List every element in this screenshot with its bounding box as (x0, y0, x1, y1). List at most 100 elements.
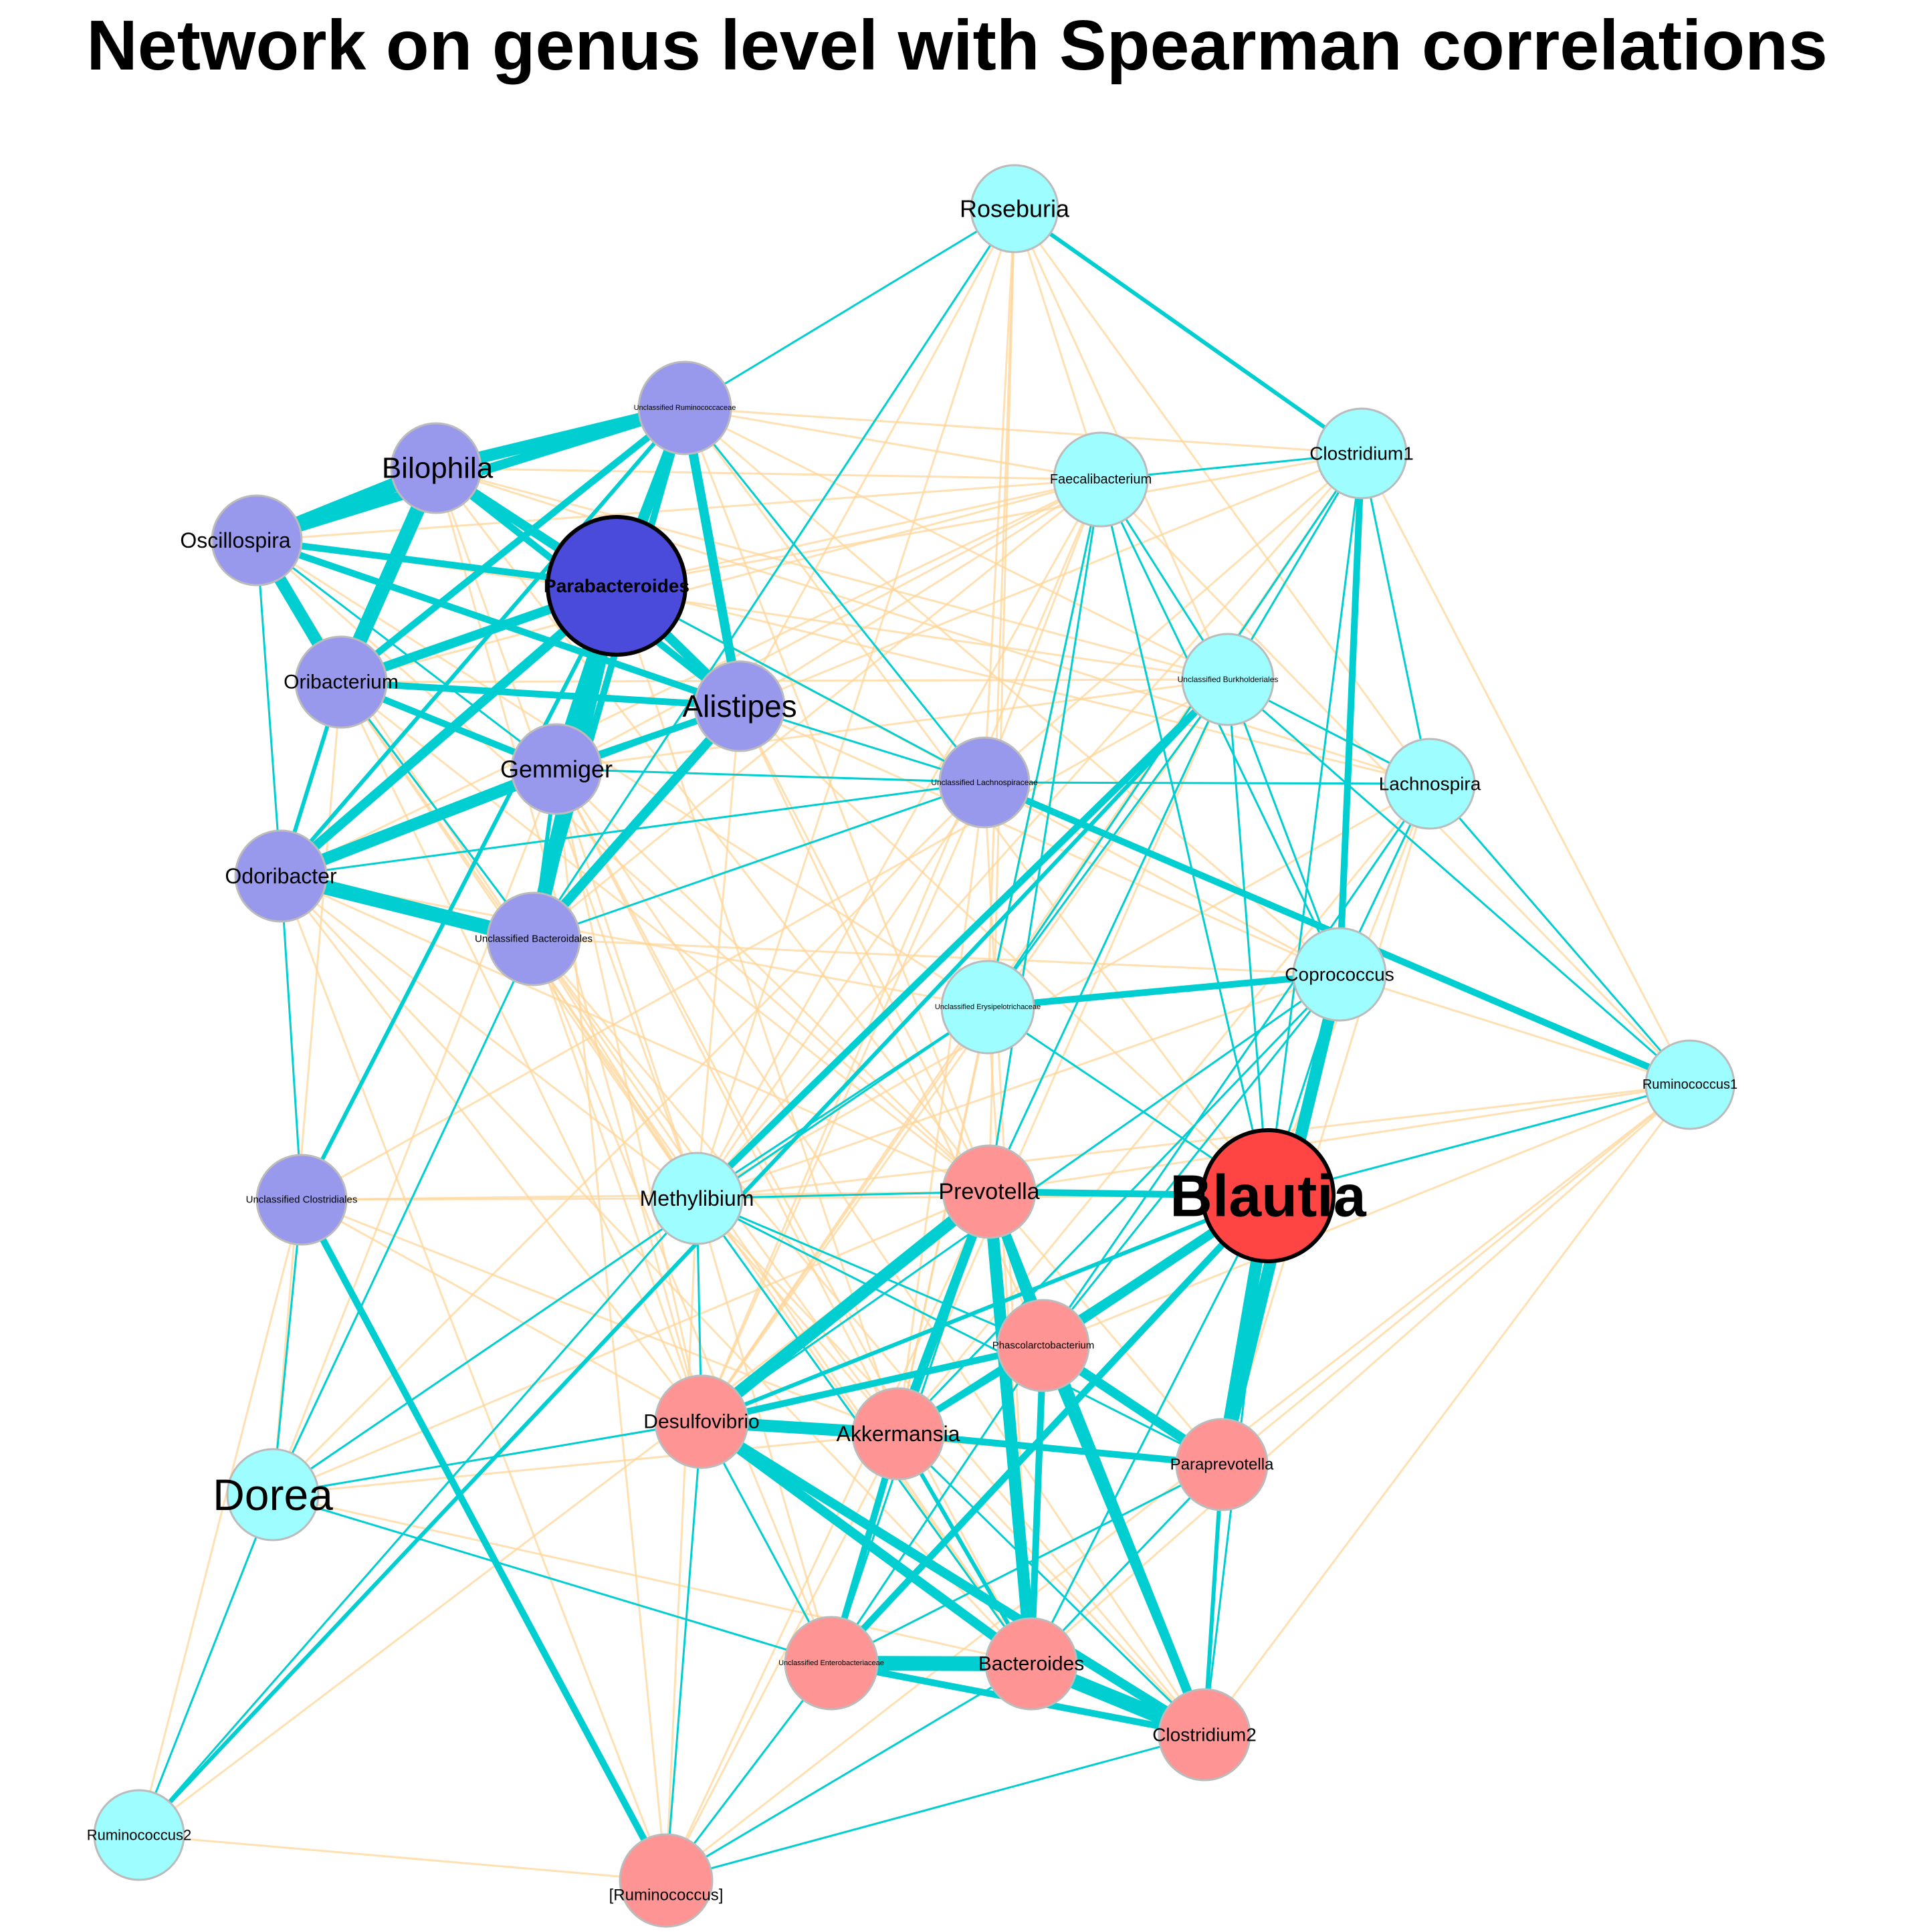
node-circle-ruminococcus_br (619, 1833, 714, 1928)
negative-edge-gemmiger-akkermansia (555, 768, 899, 1435)
negative-edge-ruminococcus1-methylibium (696, 1083, 1691, 1200)
negative-edge-oribacterium-prevotella (340, 681, 990, 1193)
node-label-dorea: Dorea (213, 1470, 333, 1519)
negative-edge-clostridium1-methylibium (696, 452, 1363, 1200)
nodes-layer: Roseburia Unclassified Ruminococcaceae Clo… (87, 164, 1737, 1928)
negative-edge-dorea-gemmiger (272, 768, 558, 1496)
node-label-ruminococcus2: Ruminococcus2 (87, 1827, 192, 1844)
negative-edge-odoribacter-methylibium (280, 875, 698, 1200)
negative-edge-alistipes-faecalibacterium (738, 478, 1102, 708)
positive-edge-phascolarctobacterium-clostridium2 (1040, 1342, 1208, 1738)
negative-edge-coprococcus-methylibium (696, 973, 1341, 1200)
negative-edge-dorea-akkermansia (272, 1432, 899, 1496)
node-ruminococcus2: Ruminococcus2 (87, 1789, 192, 1881)
negative-edge-lachnospira-methylibium (696, 782, 1431, 1200)
negative-edge-oscillospira-faecalibacterium (255, 478, 1102, 542)
node-label-methylibium: Methylibium (640, 1186, 754, 1210)
positive-edge-prevotella-desulfovibrio (696, 1186, 995, 1428)
negative-edge-parabacteroides-faecalibacterium (615, 478, 1102, 587)
positive-edge-unc_ruminococcaceae-odoribacter (279, 406, 687, 878)
node-circle-oribacterium (294, 635, 388, 729)
positive-edge-unc_ruminococcaceae-oribacterium (338, 405, 688, 685)
positive-edge-clostridium1-lachnospira (1360, 452, 1431, 785)
positive-edge-phascolarctobacterium-desulfovibrio (698, 1342, 1047, 1425)
positive-edge-desulfovibrio-dorea (272, 1420, 703, 1496)
node-circle-paraprevotella (1175, 1418, 1269, 1511)
positive-edge-unc_ruminococcaceae-roseburia (683, 207, 1016, 409)
positive-edge-faecalibacterium-prevotella (988, 478, 1102, 1193)
positive-edge-methylibium-ruminococcus2 (138, 1197, 698, 1836)
node-parabacteroides: Parabacteroides (544, 515, 689, 657)
node-label-bilophila: Bilophila (382, 452, 494, 485)
positive-edge-gemmiger-odoribacter (275, 763, 562, 882)
node-paraprevotella: Paraprevotella (1170, 1418, 1274, 1511)
positive-edge-paraprevotella-unc_enterobacteriaceae (830, 1463, 1223, 1665)
negative-edge-roseburia-lachnospira (1013, 207, 1431, 785)
positive-edge-unc_bacteroidales-unc_lachnospiraceae (532, 781, 986, 940)
node-label-gemmiger: Gemmiger (500, 756, 613, 783)
node-circle-clostridium1 (1315, 407, 1408, 500)
node-circle-phascolarctobacterium (996, 1299, 1090, 1392)
negative-edge-ruminococcus1-phascolarctobacterium (1042, 1083, 1691, 1347)
node-circle-oscillospira (211, 494, 303, 586)
positive-edge-methylibium-phascolarctobacterium (696, 1197, 1045, 1347)
positive-edge-blautia-bacteroides (1030, 1194, 1269, 1665)
positive-edge-unc_burkholderiales-methylibium (694, 676, 1231, 1202)
negative-edge-unc_bacteroidales-desulfovibrio (532, 938, 703, 1423)
negative-edge-dorea-bacteroides (272, 1493, 1033, 1665)
negative-edge-odoribacter-bacteroides (280, 875, 1033, 1665)
node-clostridium1: Clostridium1 (1309, 407, 1414, 500)
node-circle-bacteroides (984, 1617, 1078, 1711)
negative-edge-ruminococcus2-ruminococcus_br (138, 1834, 667, 1882)
positive-edge-coprococcus-phascolarctobacterium (1042, 973, 1341, 1347)
positive-edge-unc_ruminococcaceae-unc_lachnospiraceae (683, 407, 986, 784)
node-circle-dorea (226, 1448, 320, 1541)
negative-edge-lachnospira-akkermansia (897, 782, 1431, 1435)
positive-edge-coprococcus-akkermansia (897, 973, 1341, 1435)
positive-edge-dorea-ruminococcus2 (138, 1493, 274, 1836)
node-circle-alistipes (694, 660, 786, 752)
negative-edge-unc_ruminococcaceae-faecalibacterium (683, 407, 1102, 481)
node-oribacterium: Oribacterium (284, 635, 399, 729)
node-circle-clostridium2 (1158, 1688, 1251, 1782)
negative-edge-faecalibacterium-methylibium (696, 478, 1102, 1200)
node-circle-desulfovibrio (654, 1374, 749, 1469)
negative-edge-coprococcus-ruminococcus1 (1338, 973, 1691, 1086)
negative-edge-ruminococcus_br-prevotella (665, 1190, 990, 1882)
negative-edge-unc_burkholderiales-desulfovibrio (700, 678, 1229, 1423)
node-circle-parabacteroides (546, 515, 687, 657)
node-circle-coprococcus (1292, 927, 1387, 1022)
node-faecalibacterium: Faecalibacterium (1050, 431, 1152, 528)
negative-edge-unc_clostridiales-prevotella (300, 1190, 990, 1201)
negative-edge-ruminococcus_br-odoribacter (280, 875, 667, 1882)
node-label-parabacteroides: Parabacteroides (544, 576, 689, 597)
node-phascolarctobacterium: Phascolarctobacterium (992, 1299, 1095, 1392)
negative-edge-ruminococcus2-unc_clostridiales (138, 1198, 303, 1836)
node-circle-unc_bacteroidales (486, 891, 581, 986)
negative-edge-unc_ruminococcaceae-clostridium1 (683, 407, 1363, 455)
negative-edge-unc_lachnospiraceae-faecalibacterium (983, 478, 1102, 784)
positive-edge-unc_burkholderiales-ruminococcus1 (1227, 678, 1691, 1086)
negative-edge-odoribacter-prevotella (280, 875, 990, 1193)
negative-edge-alistipes-coprococcus (738, 705, 1341, 976)
negative-edge-ruminococcus_br-akkermansia (665, 1432, 899, 1882)
positive-edge-unc_enterobacteriaceae-dorea (272, 1493, 833, 1665)
negative-edge-oribacterium-desulfovibrio (340, 681, 703, 1423)
node-label-unc_burkholderiales: Unclassified Burkholderiales (1178, 675, 1279, 684)
negative-edge-parabacteroides-clostridium1 (615, 452, 1363, 587)
positive-edge-coprococcus-unc_erysipelotrichaceae (984, 971, 1343, 1010)
node-label-phascolarctobacterium: Phascolarctobacterium (992, 1340, 1095, 1352)
node-label-unc_bacteroidales: Unclassified Bacteroidales (475, 934, 593, 945)
node-label-oribacterium: Oribacterium (284, 671, 399, 693)
negative-edge-gemmiger-clostridium2 (555, 768, 1206, 1736)
node-unc_erysipelotrichaceae: Unclassified Erysipelotrichaceae (935, 960, 1041, 1055)
negative-edge-clostridium1-ruminococcus1 (1360, 452, 1691, 1086)
positive-edge-faecalibacterium-blautia (1099, 478, 1269, 1197)
node-label-oscillospira: Oscillospira (180, 528, 291, 552)
positive-edge-faecalibacterium-unc_erysipelotrichaceae (986, 478, 1102, 1008)
negative-edge-methylibium-akkermansia (696, 1197, 899, 1435)
positive-edge-parabacteroides-unc_clostridiales (300, 584, 619, 1202)
positive-edge-ruminococcus1-blautia (1267, 1083, 1691, 1197)
node-clostridium2: Clostridium2 (1152, 1688, 1257, 1782)
